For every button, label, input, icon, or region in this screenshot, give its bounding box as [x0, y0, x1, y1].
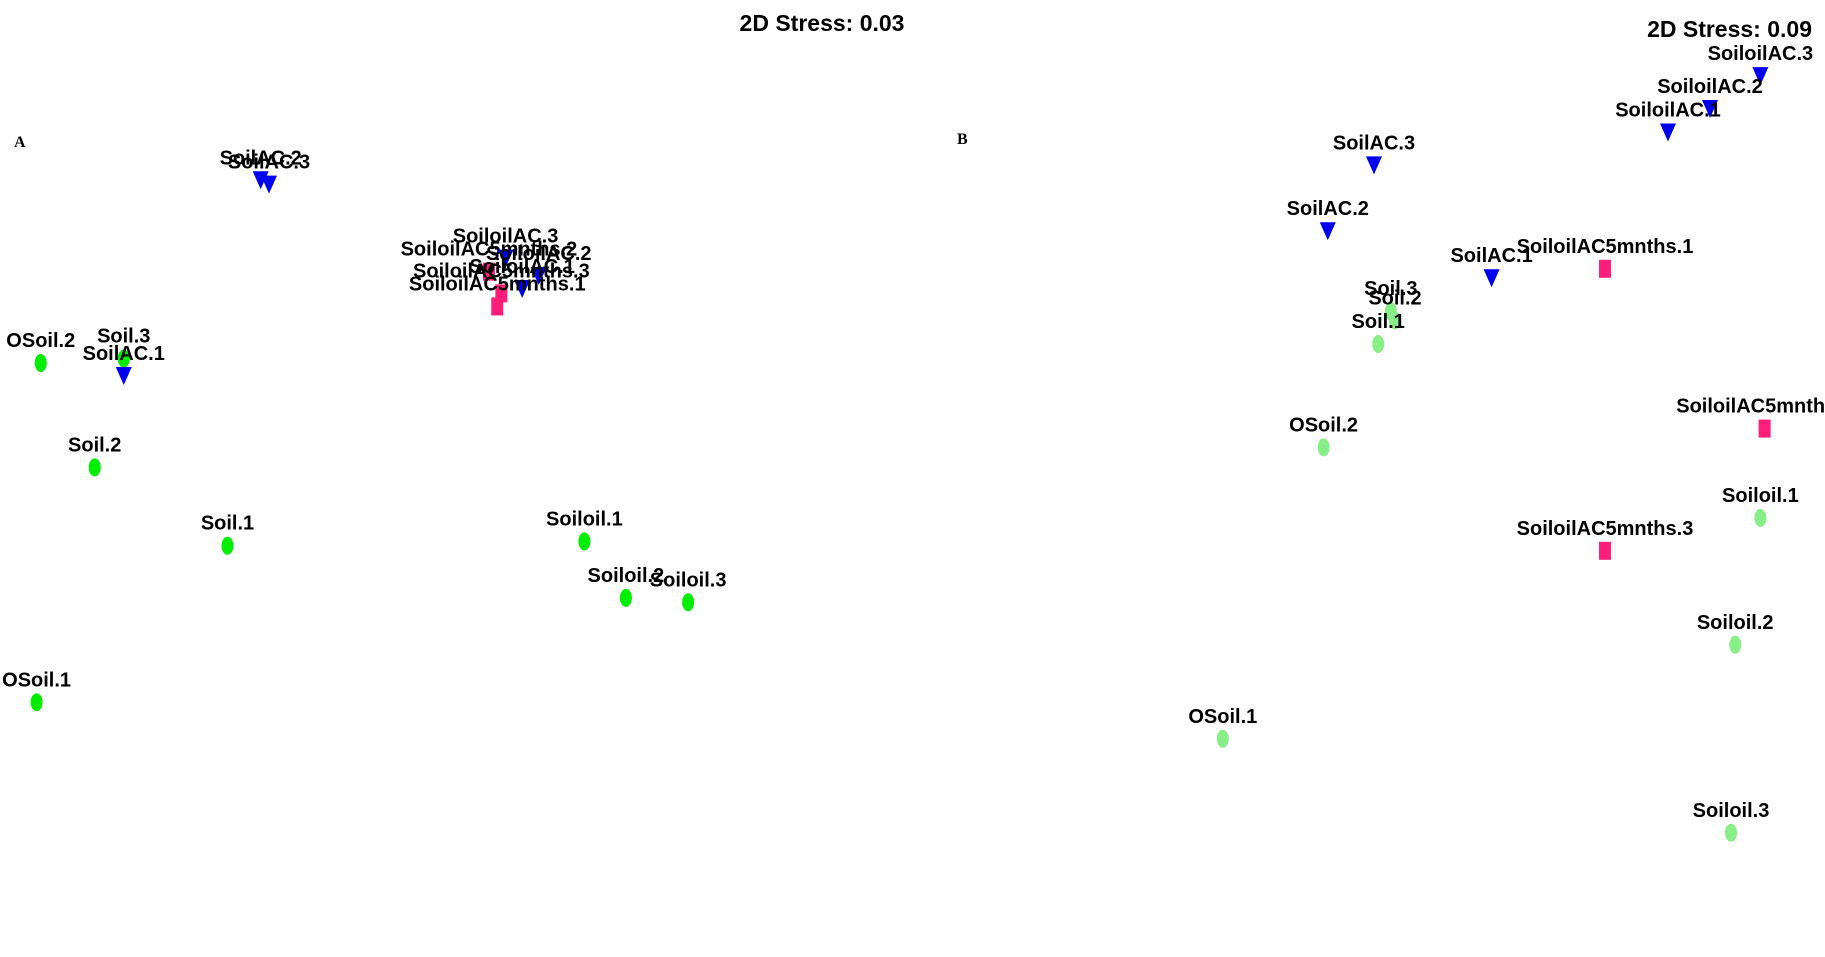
point-label-3: SoiloilAC5mnths.2 [401, 239, 578, 261]
point-label-7: SoiloilAC.1 [469, 256, 575, 278]
point-label-10: Soil.3 [97, 326, 150, 348]
point-circle-17 [30, 693, 43, 712]
point-label-9: OSoil.2 [6, 330, 75, 352]
point-label-10: Soil.1 [1352, 311, 1405, 333]
point-square-8 [491, 297, 504, 316]
point-label-11: SoilAC.1 [83, 343, 165, 365]
point-circle-12 [88, 458, 101, 477]
point-triangle-5 [1319, 222, 1336, 241]
point-triangle-2 [261, 175, 277, 194]
point-circle-15 [619, 588, 632, 607]
point-circle-13 [1754, 508, 1767, 527]
point-triangle-4 [1366, 156, 1382, 175]
point-label-12: SoiloilAC5mnths.2 [1676, 396, 1825, 418]
point-label-16: OSoil.1 [1188, 706, 1257, 728]
point-circle-16 [682, 593, 695, 612]
stress-label-b: 2D Stress: 0.09 [1647, 16, 1812, 42]
point-label-1: SoilAC.2 [220, 147, 302, 169]
point-triangle-2 [1702, 100, 1718, 118]
point-label-8: Soil.3 [1364, 278, 1417, 300]
point-circle-9 [34, 354, 47, 372]
point-label-8: SoiloilAC5mnths.1 [409, 273, 586, 295]
point-circle-9 [1389, 311, 1401, 330]
scatter-marks-a: SoilAC.2SoilAC.3SoiloilAC5mnths.2Soiloil… [2, 147, 727, 712]
stress-label-a: 2D Stress: 0.03 [740, 10, 905, 36]
point-triangle-4 [497, 249, 514, 268]
point-label-15: Soiloil.2 [588, 565, 665, 587]
point-label-17: Soiloil.3 [1693, 800, 1770, 822]
point-label-6: SoiloilAC5mnths.3 [413, 260, 590, 282]
point-label-12: Soil.2 [68, 434, 121, 456]
point-circle-13 [221, 536, 234, 555]
point-label-13: Soil.1 [201, 513, 254, 535]
point-label-2: SoilAC.3 [228, 152, 310, 174]
point-label-7: SoiloilAC5mnths.1 [1517, 236, 1694, 258]
point-label-15: Soiloil.2 [1697, 612, 1774, 634]
point-triangle-5 [530, 267, 547, 285]
point-triangle-7 [514, 280, 531, 299]
point-triangle-11 [115, 367, 132, 386]
point-label-2: SoiloilAC.2 [1657, 76, 1763, 98]
point-label-13: Soiloil.1 [1722, 485, 1799, 507]
point-circle-14 [578, 532, 591, 551]
point-label-9: Soil.2 [1368, 288, 1421, 310]
point-label-17: OSoil.1 [2, 669, 71, 691]
panel-b: 2D Stress: 0.09 B SoiloilAC.3 SoiloilAC.2… [957, 16, 1825, 842]
point-label-11: OSoil.2 [1289, 414, 1358, 436]
point-square-14 [1599, 541, 1611, 560]
point-label-4: SoilAC.3 [1333, 132, 1415, 154]
point-circle-10 [117, 349, 130, 368]
point-square-12 [1758, 419, 1771, 438]
panel-label-b: B [957, 131, 968, 148]
point-circle-17 [1725, 823, 1737, 842]
point-circle-10 [1372, 335, 1385, 353]
point-triangle-6 [1483, 269, 1500, 288]
point-square-7 [1599, 259, 1611, 278]
point-square-3 [482, 262, 495, 281]
point-triangle-1 [1752, 67, 1769, 86]
point-label-16: Soiloil.3 [650, 569, 727, 591]
point-circle-16 [1216, 729, 1229, 748]
point-label-5: SoilAC.2 [1287, 198, 1369, 220]
point-label-6: SoilAC.1 [1450, 245, 1532, 267]
point-label-14: Soiloil.1 [546, 508, 623, 530]
point-label-5: SoiloilAC.2 [486, 243, 592, 265]
point-circle-11 [1317, 438, 1330, 457]
point-label-3: SoiloilAC.1 [1615, 100, 1721, 122]
point-label-4: SoiloilAC.3 [453, 226, 559, 248]
point-label-1: SoiloilAC.3 [1708, 43, 1814, 65]
point-triangle-3 [1660, 123, 1676, 142]
panel-label-a: A [14, 134, 26, 151]
point-circle-15 [1729, 635, 1742, 654]
point-label-14: SoiloilAC5mnths.3 [1517, 518, 1694, 540]
